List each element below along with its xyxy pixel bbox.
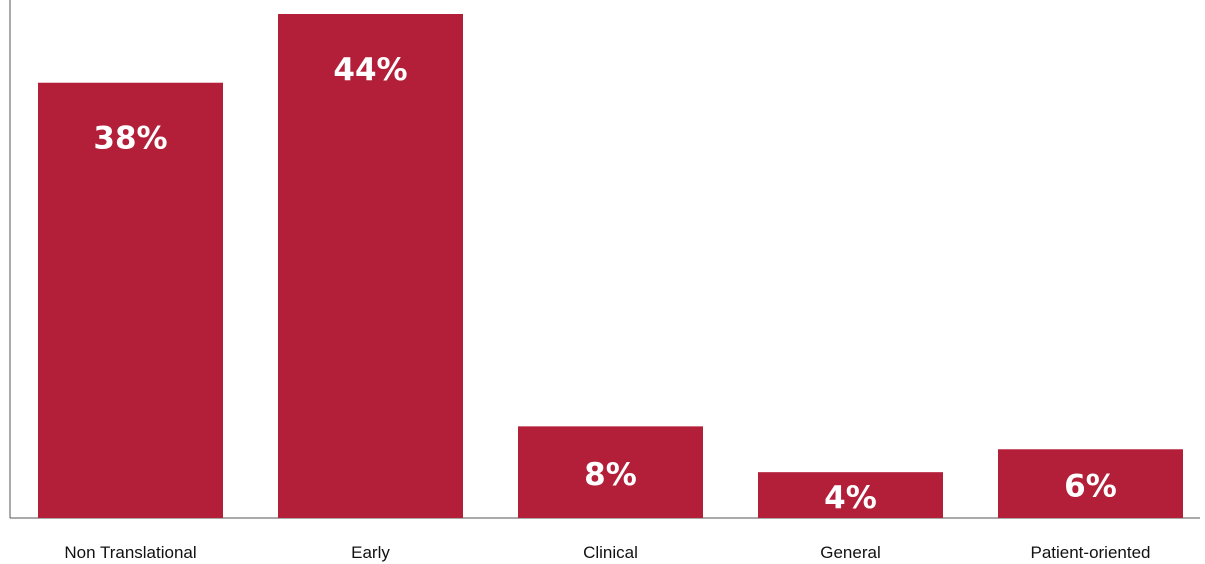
- bar-clinical: [518, 426, 703, 518]
- bar-early: [278, 14, 463, 518]
- value-label: 6%: [1064, 469, 1117, 505]
- category-label: Early: [351, 543, 390, 562]
- bar-patient-oriented: [998, 449, 1183, 518]
- value-label: 44%: [333, 52, 407, 88]
- value-label: 4%: [824, 480, 877, 516]
- bar-general: [758, 472, 943, 518]
- category-labels-group: Non Translational Early Clinical General Pat…: [64, 543, 1150, 562]
- bar-non-translational: [38, 82, 223, 519]
- category-label: Clinical: [583, 543, 638, 562]
- category-label: Non Translational: [64, 543, 196, 562]
- category-label: General: [820, 543, 880, 562]
- category-label: Patient-oriented: [1030, 543, 1150, 562]
- value-label: 8%: [584, 457, 637, 493]
- bars-group: [38, 14, 1183, 519]
- value-labels-group: 38% 44% 8% 4% 6%: [93, 52, 1116, 516]
- value-label: 38%: [93, 121, 167, 157]
